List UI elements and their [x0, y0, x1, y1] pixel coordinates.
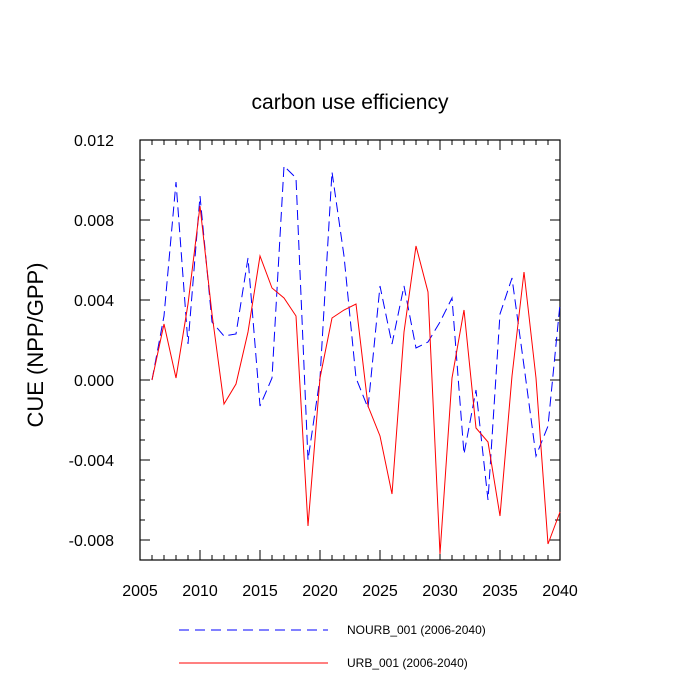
- y-tick-label: 0.012: [74, 133, 114, 150]
- x-tick-label: 2020: [302, 583, 338, 600]
- x-tick-label: 2010: [182, 583, 218, 600]
- y-tick-label: 0.004: [74, 293, 114, 310]
- y-tick-label: 0.008: [74, 213, 114, 230]
- x-tick-label: 2005: [122, 583, 158, 600]
- legend-label: URB_001 (2006-2040): [347, 656, 468, 670]
- y-axis-label: CUE (NPP/GPP): [23, 262, 48, 427]
- x-tick-label: 2030: [422, 583, 458, 600]
- legend-label: NOURB_001 (2006-2040): [347, 623, 486, 637]
- x-tick-label: 2025: [362, 583, 398, 600]
- y-tick-label: -0.008: [69, 533, 114, 550]
- plot-area: 2005 2010 2015 2020 2025 2030 2035 2040 -0.008 -0…: [69, 133, 578, 600]
- x-tick-label: 2015: [242, 583, 278, 600]
- x-tick-label: 2040: [542, 583, 578, 600]
- legend: NOURB_001 (2006-2040) URB_001 (2006-2040): [179, 623, 486, 670]
- plot-frame: [139, 139, 561, 561]
- series-line-nourb: [151, 164, 561, 501]
- x-tick-label: 2035: [482, 583, 518, 600]
- y-tick-label: 0.000: [74, 373, 114, 390]
- series-line-urb: [151, 205, 561, 555]
- y-tick-label: -0.004: [69, 453, 114, 470]
- chart-title: carbon use efficiency: [252, 91, 449, 114]
